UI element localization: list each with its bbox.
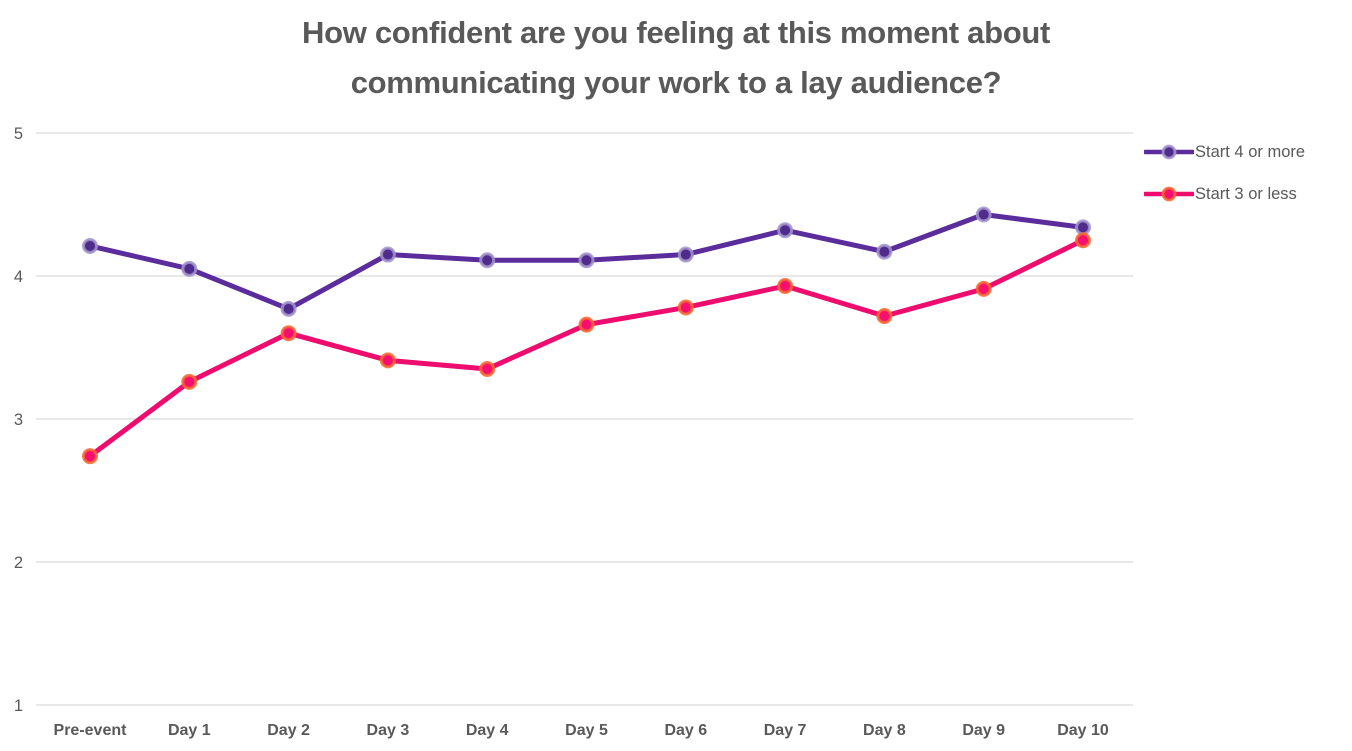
legend-marker-start-4-or-more	[1144, 144, 1194, 160]
data-point-start-4-or-more	[479, 252, 496, 269]
data-point-start-4-or-more	[975, 206, 992, 223]
data-point-start-4-or-more	[1075, 219, 1091, 236]
x-axis-label-day-2: Day 2	[267, 722, 310, 739]
x-axis-label-day-7: Day 7	[764, 722, 807, 739]
x-axis-label-day-9: Day 9	[962, 722, 1005, 739]
y-tick-label: 1	[14, 697, 23, 715]
data-point-start-3-or-less	[479, 360, 496, 377]
x-axis-label-day-8: Day 8	[863, 722, 906, 739]
x-axis-label-day-10: Day 10	[1057, 722, 1109, 739]
data-point-start-4-or-more	[578, 252, 595, 269]
chart-legend: Start 4 or more Start 3 or less	[1144, 141, 1305, 205]
legend-item-start-4-or-more: Start 4 or more	[1144, 141, 1305, 163]
data-point-start-3-or-less	[876, 308, 893, 325]
x-axis-label-day-6: Day 6	[664, 722, 707, 739]
data-point-start-3-or-less	[1075, 232, 1091, 249]
y-tick-label: 5	[14, 125, 23, 143]
series-line-start-3-or-less	[87, 237, 1086, 459]
x-axis-label-day-1: Day 1	[168, 722, 211, 739]
data-point-start-4-or-more	[777, 222, 794, 239]
data-point-start-3-or-less	[777, 278, 794, 295]
y-tick-label: 2	[14, 554, 23, 572]
data-point-start-4-or-more	[677, 246, 694, 263]
data-point-start-3-or-less	[82, 448, 98, 465]
legend-item-start-3-or-less: Start 3 or less	[1144, 183, 1305, 205]
x-axis-label-day-3: Day 3	[367, 722, 410, 739]
legend-marker-start-3-or-less	[1144, 186, 1194, 202]
y-tick-label: 4	[14, 268, 23, 286]
y-tick-label: 3	[14, 411, 23, 429]
data-point-start-4-or-more	[82, 237, 98, 254]
data-point-start-3-or-less	[578, 316, 595, 333]
x-axis-label-pre-event: Pre-event	[54, 722, 128, 739]
data-point-start-3-or-less	[280, 325, 297, 342]
data-point-start-4-or-more	[181, 260, 198, 277]
legend-label-start-3-or-less: Start 3 or less	[1195, 184, 1297, 203]
data-point-start-3-or-less	[677, 299, 694, 316]
legend-label-start-4-or-more: Start 4 or more	[1195, 142, 1306, 161]
chart-title: How confident are you feeling at this mo…	[302, 15, 1050, 100]
x-axis-label-day-5: Day 5	[565, 722, 608, 739]
data-point-start-3-or-less	[975, 280, 992, 297]
x-axis-label-day-4: Day 4	[466, 722, 509, 739]
data-point-start-3-or-less	[379, 352, 396, 369]
data-point-start-3-or-less	[181, 373, 198, 390]
data-point-start-4-or-more	[379, 246, 396, 263]
data-point-start-4-or-more	[280, 300, 297, 317]
data-point-start-4-or-more	[876, 243, 893, 260]
